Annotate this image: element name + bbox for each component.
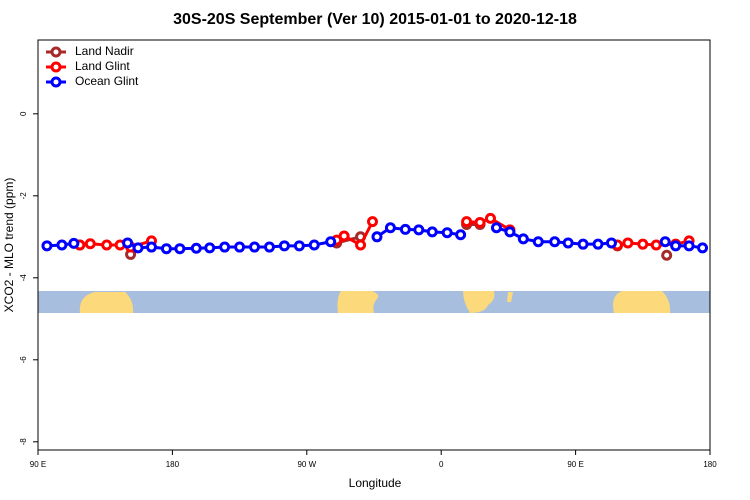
point: [325, 236, 337, 248]
y-tick-label: 0: [19, 111, 28, 116]
point: [622, 237, 634, 249]
point: [101, 239, 113, 251]
map-strip: [38, 291, 710, 313]
plot-frame: [37, 39, 711, 451]
point: [190, 242, 202, 254]
point: [384, 222, 396, 234]
point: [592, 238, 604, 250]
point: [661, 249, 673, 261]
point: [278, 240, 290, 252]
point: [455, 229, 467, 241]
y-axis-label: XCO2 - MLO trend (ppm): [2, 178, 16, 313]
point: [132, 242, 144, 254]
x-tick-label: 90 E: [30, 460, 46, 469]
point: [697, 242, 709, 254]
point: [532, 236, 544, 248]
point: [504, 226, 516, 238]
legend-label: Land Glint: [75, 59, 130, 73]
point: [84, 238, 96, 250]
point: [367, 216, 379, 228]
point: [549, 236, 561, 248]
point: [474, 216, 486, 228]
x-tick-label: 0: [439, 460, 444, 469]
x-axis-label: Longitude: [349, 476, 402, 490]
y-tick-label: -6: [19, 356, 28, 364]
point: [41, 240, 53, 252]
x-tick-label: 90 E: [567, 460, 583, 469]
x-tick-label: 180: [166, 460, 180, 469]
point: [234, 241, 246, 253]
point: [577, 238, 589, 250]
legend-marker: [50, 46, 62, 58]
x-tick-label: 180: [703, 460, 717, 469]
point: [562, 237, 574, 249]
point: [441, 227, 453, 239]
point: [219, 241, 231, 253]
point: [56, 239, 68, 251]
point: [490, 222, 502, 234]
point: [263, 241, 275, 253]
point: [659, 236, 671, 248]
y-tick-label: -4: [19, 274, 28, 282]
y-tick-label: -8: [19, 438, 28, 446]
y-tick-label: -2: [19, 192, 28, 200]
point: [461, 216, 473, 228]
point: [484, 212, 496, 224]
point: [355, 239, 367, 251]
point: [249, 241, 261, 253]
point: [160, 243, 172, 255]
point: [605, 237, 617, 249]
point: [670, 240, 682, 252]
point: [204, 242, 216, 254]
point: [413, 224, 425, 236]
point: [122, 237, 134, 249]
point: [517, 233, 529, 245]
x-tick-label: 90 W: [297, 460, 316, 469]
point: [426, 226, 438, 238]
point: [371, 231, 383, 243]
point: [293, 240, 305, 252]
point: [637, 238, 649, 250]
point: [308, 239, 320, 251]
series-line: [79, 216, 690, 249]
legend-label: Land Nadir: [75, 44, 134, 58]
point: [683, 240, 695, 252]
point: [399, 223, 411, 235]
point: [650, 239, 662, 251]
point: [174, 243, 186, 255]
legend-label: Ocean Glint: [75, 74, 139, 88]
legend-marker: [50, 76, 62, 88]
point: [338, 230, 350, 242]
chart-title: 30S-20S September (Ver 10) 2015-01-01 to…: [173, 11, 577, 28]
point: [145, 241, 157, 253]
legend-marker: [50, 61, 62, 73]
point: [68, 237, 80, 249]
